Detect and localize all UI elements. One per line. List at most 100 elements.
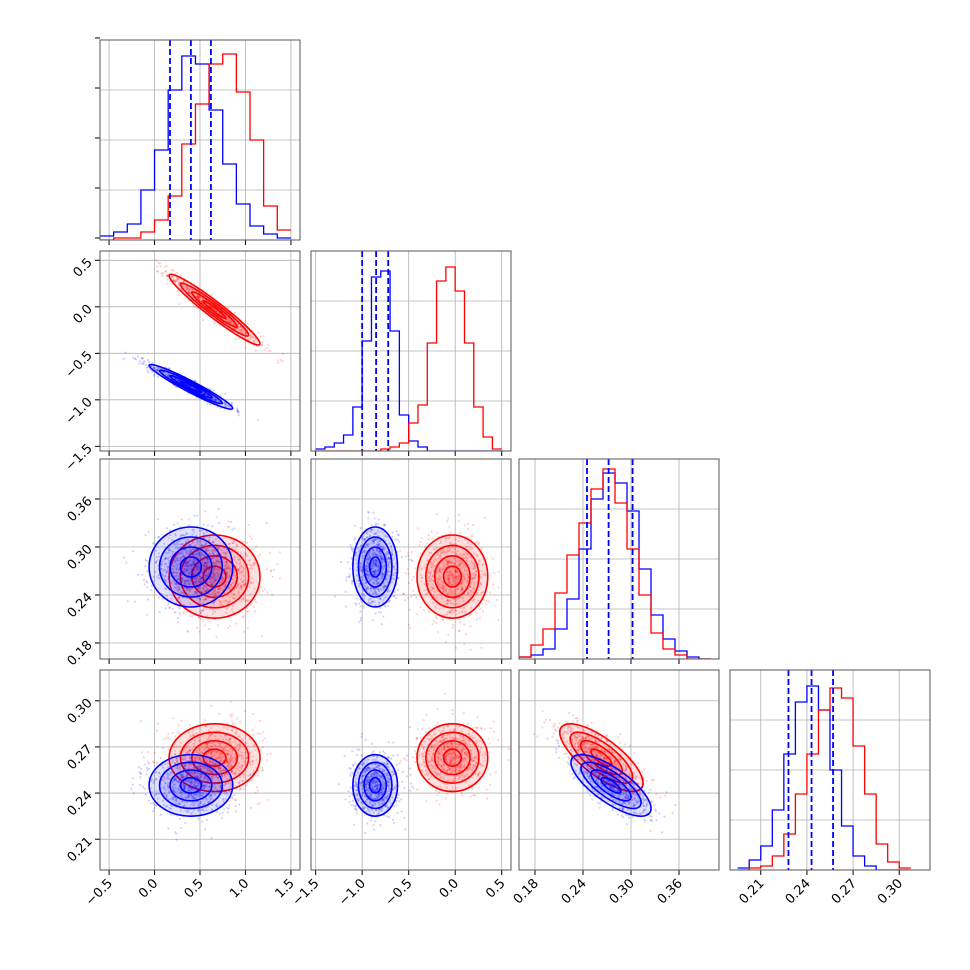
sample-point — [252, 335, 255, 338]
sample-point — [232, 322, 235, 326]
sample-point — [172, 550, 175, 554]
sample-point — [194, 577, 197, 580]
sample-point — [246, 626, 249, 629]
sample-point — [189, 597, 193, 600]
sample-point — [195, 539, 198, 542]
sample-point — [206, 557, 209, 560]
sample-point — [233, 556, 236, 559]
sample-point — [364, 569, 367, 572]
sample-point — [196, 553, 199, 556]
sample-point — [195, 590, 199, 593]
sample-point — [175, 583, 178, 586]
sample-point — [228, 596, 231, 599]
sample-point — [366, 561, 369, 564]
sample-point — [382, 585, 385, 588]
sample-point — [223, 402, 226, 405]
sample-point — [458, 591, 461, 595]
sample-point — [154, 561, 157, 564]
sample-point — [230, 583, 233, 586]
sample-point — [186, 629, 189, 633]
sample-point — [472, 598, 475, 601]
sample-point — [226, 571, 229, 574]
sample-point — [190, 570, 193, 573]
sample-point — [367, 517, 370, 520]
sample-point — [146, 586, 149, 589]
sample-point — [210, 557, 214, 560]
sample-point — [180, 573, 183, 576]
sample-point — [208, 552, 211, 555]
sample-point — [276, 359, 279, 362]
sample-point — [180, 591, 183, 594]
sample-point — [182, 570, 186, 574]
sample-point — [164, 575, 167, 578]
sample-point — [477, 599, 480, 603]
sample-point — [454, 576, 457, 579]
sample-point — [182, 564, 185, 567]
sample-point — [188, 589, 191, 592]
sample-point — [177, 589, 180, 592]
sample-point — [184, 542, 187, 545]
sample-point — [178, 560, 182, 563]
sample-point — [249, 593, 252, 596]
sample-point — [266, 591, 269, 594]
sample-point — [198, 298, 201, 301]
sample-point — [378, 597, 382, 600]
sample-point — [279, 358, 282, 362]
sample-point — [195, 552, 198, 555]
sample-point — [133, 600, 136, 603]
sample-point — [192, 305, 195, 308]
sample-point — [205, 582, 208, 585]
sample-point — [235, 579, 238, 583]
sample-point — [433, 557, 436, 561]
sample-point — [178, 546, 181, 549]
sample-point — [213, 617, 216, 621]
sample-point — [174, 735, 177, 738]
sample-point — [211, 582, 214, 585]
sample-point — [216, 584, 219, 587]
sample-point — [432, 564, 435, 567]
sample-point — [439, 550, 442, 553]
sample-point — [169, 581, 172, 585]
sample-point — [458, 563, 461, 567]
sample-point — [370, 562, 373, 566]
sample-point — [144, 534, 147, 537]
sample-point — [371, 554, 374, 557]
sample-point — [388, 600, 391, 604]
sample-point — [207, 583, 210, 587]
sample-point — [236, 551, 239, 554]
sample-point — [383, 585, 387, 588]
sample-point — [183, 586, 186, 589]
sample-point — [189, 550, 192, 553]
sample-point — [168, 606, 171, 610]
sample-point — [169, 597, 173, 600]
sample-point — [231, 528, 234, 531]
sample-point — [170, 550, 173, 553]
sample-point — [223, 572, 226, 575]
sample-point — [230, 401, 234, 405]
sample-point — [263, 588, 266, 591]
sample-point — [199, 552, 202, 556]
sample-point — [224, 584, 227, 587]
sample-point — [449, 570, 452, 573]
sample-point — [227, 576, 230, 579]
sample-point — [201, 609, 205, 612]
sample-point — [175, 600, 178, 603]
sample-point — [227, 525, 230, 529]
sample-point — [166, 568, 169, 571]
sample-point — [186, 579, 189, 582]
sample-point — [196, 295, 199, 298]
sample-point — [372, 539, 375, 542]
sample-point — [446, 574, 449, 577]
sample-point — [164, 265, 167, 268]
sample-point — [446, 560, 449, 563]
sample-point — [224, 564, 227, 567]
sample-point — [446, 592, 449, 595]
sample-point — [266, 753, 269, 756]
sample-point — [420, 567, 423, 570]
sample-point — [374, 591, 377, 594]
sample-point — [427, 538, 430, 541]
sample-point — [229, 321, 232, 324]
sample-point — [182, 284, 185, 287]
sample-point — [463, 577, 467, 581]
sample-point — [390, 545, 393, 548]
